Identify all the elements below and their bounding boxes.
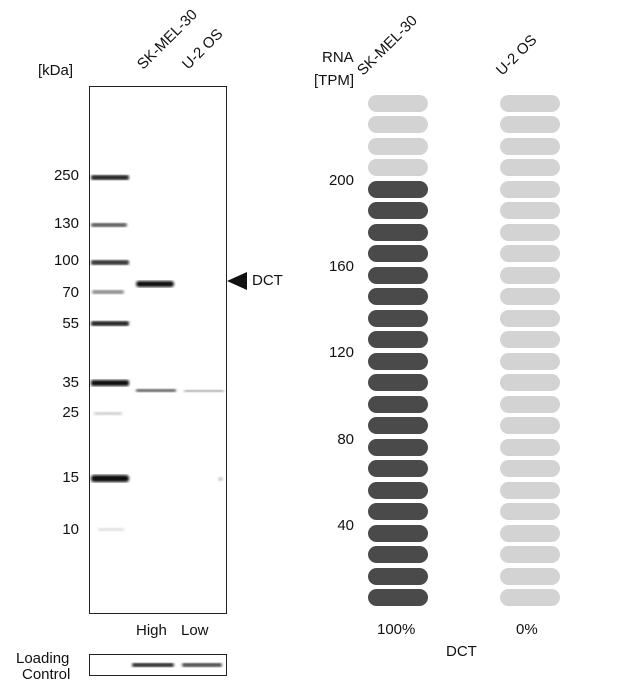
rna-segment — [500, 245, 560, 262]
tick-120: 120 — [328, 344, 354, 361]
lc-band-sk-mel-30 — [132, 663, 174, 667]
marker-35: 35 — [62, 374, 79, 391]
rna-segment — [368, 94, 428, 112]
rna-segment — [368, 116, 428, 133]
rna-segment — [500, 417, 560, 434]
rna-segment — [500, 352, 560, 370]
dct-band-label: DCT — [252, 272, 283, 289]
rna-segment — [368, 223, 428, 241]
rna-segment — [368, 438, 428, 456]
kda-unit-label: [kDa] — [38, 62, 74, 79]
rna-segment — [500, 589, 560, 606]
rna-segment — [368, 159, 428, 176]
tick-40: 40 — [337, 517, 354, 534]
rna-segment — [500, 524, 560, 542]
rna-segment — [500, 288, 560, 305]
percent-sk-mel-30: 100% — [377, 621, 416, 638]
rna-axis-title-1: RNA — [322, 49, 354, 66]
marker-70: 70 — [62, 284, 79, 301]
rna-segment — [500, 481, 560, 499]
ladder-band-250 — [91, 175, 129, 180]
ladder-band-100 — [91, 260, 129, 265]
rna-segment — [500, 180, 560, 198]
tick-200: 200 — [328, 172, 354, 189]
rna-segment — [368, 395, 428, 413]
rna-segment — [500, 567, 560, 585]
tick-80: 80 — [337, 431, 354, 448]
rna-axis-title-2: [TPM] — [314, 72, 354, 89]
dct-band-sk-mel-30 — [136, 281, 174, 287]
rna-segment — [500, 503, 560, 520]
rna-segment — [500, 546, 560, 563]
rna-gene-label: DCT — [446, 643, 477, 660]
rna-segment — [500, 438, 560, 456]
ladder-band-35 — [91, 380, 129, 386]
rna-segment — [368, 266, 428, 284]
tick-160: 160 — [328, 258, 354, 275]
rna-column-label-sk-mel-30: SK-MEL-30 — [353, 12, 421, 80]
rna-segment — [368, 288, 428, 305]
rna-segment — [500, 137, 560, 155]
rna-segment — [500, 395, 560, 413]
loading-control-label-1: Loading — [16, 650, 70, 667]
marker-250: 250 — [53, 167, 79, 184]
rna-segment — [368, 137, 428, 155]
ladder-band-130 — [91, 223, 127, 227]
marker-130: 130 — [53, 215, 79, 232]
rna-segment — [368, 331, 428, 348]
rna-segment — [368, 309, 428, 327]
rna-segment — [500, 159, 560, 176]
rna-segment — [368, 202, 428, 219]
rna-segment — [368, 460, 428, 477]
band-35-sk-mel-30 — [136, 389, 176, 392]
ladder-band-55 — [91, 321, 129, 326]
rna-segment — [368, 245, 428, 262]
rna-segment — [368, 374, 428, 391]
lc-band-u2os — [182, 663, 222, 667]
rna-segment — [500, 331, 560, 348]
rna-segment — [368, 352, 428, 370]
rna-segment — [368, 503, 428, 520]
loading-control-label-2: Control — [22, 666, 71, 683]
rna-segment — [500, 223, 560, 241]
ladder-band-25 — [94, 412, 122, 415]
rna-segment — [500, 202, 560, 219]
rna-segment — [500, 309, 560, 327]
rna-segment — [368, 524, 428, 542]
faint-spot — [218, 477, 223, 481]
marker-25: 25 — [62, 404, 79, 421]
dct-arrow-icon — [227, 272, 247, 290]
marker-100: 100 — [53, 252, 79, 269]
rna-column-label-u2os: U-2 OS — [492, 31, 541, 79]
rna-segment — [500, 116, 560, 133]
ladder-band-15 — [91, 475, 129, 482]
marker-10: 10 — [62, 521, 79, 538]
lc-svg — [132, 663, 222, 667]
marker-15: 15 — [62, 469, 79, 486]
marker-55: 55 — [62, 315, 79, 332]
loading-control-image — [89, 654, 227, 676]
rna-segment — [500, 94, 560, 112]
ladder-band-10 — [98, 528, 124, 531]
rna-segment — [368, 481, 428, 499]
rna-segment — [368, 180, 428, 198]
blot-svg — [91, 175, 224, 531]
rna-segment — [500, 374, 560, 391]
band-35-u2os — [184, 390, 224, 392]
rna-segment — [368, 567, 428, 585]
expression-low: Low — [181, 622, 209, 639]
ladder-band-70 — [92, 290, 124, 294]
rna-segment — [368, 546, 428, 563]
rna-segment — [500, 266, 560, 284]
expression-high: High — [136, 622, 167, 639]
western-blot-image — [89, 86, 227, 614]
rna-segment — [368, 417, 428, 434]
rna-segment — [368, 589, 428, 606]
rna-segment — [500, 460, 560, 477]
percent-u2os: 0% — [516, 621, 538, 638]
